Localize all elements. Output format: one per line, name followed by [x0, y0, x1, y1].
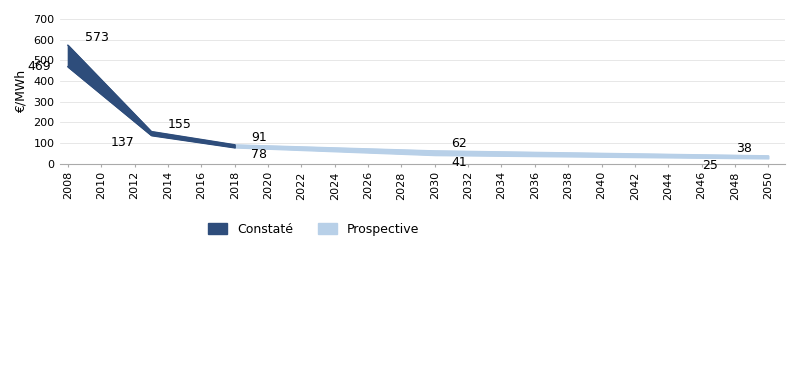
Text: 25: 25	[702, 160, 718, 173]
Text: 91: 91	[251, 131, 267, 144]
Text: 62: 62	[451, 137, 467, 150]
Text: 155: 155	[168, 117, 192, 130]
Text: 41: 41	[451, 156, 467, 169]
Y-axis label: €/MWh: €/MWh	[15, 70, 28, 113]
Legend: Constaté, Prospective: Constaté, Prospective	[203, 218, 424, 241]
Text: 78: 78	[251, 149, 267, 162]
Text: 573: 573	[85, 31, 109, 44]
Text: 137: 137	[111, 136, 134, 149]
Text: 469: 469	[27, 60, 51, 73]
Text: 38: 38	[736, 142, 752, 155]
